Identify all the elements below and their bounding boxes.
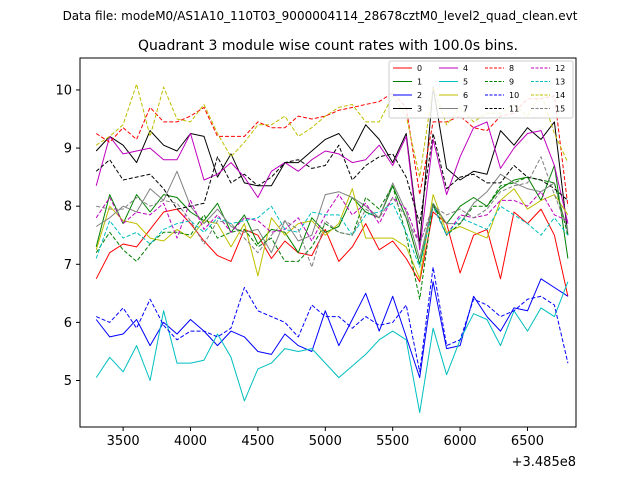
y-tick-label: 9 — [64, 142, 72, 157]
series-line-8 — [95, 92, 569, 207]
x-tick-label: 4500 — [241, 434, 274, 449]
x-tick-label: 6500 — [511, 434, 544, 449]
series-line-12 — [95, 191, 569, 245]
legend-label-8: 8 — [509, 64, 514, 73]
y-tick-label: 6 — [64, 316, 72, 331]
plot-frame — [79, 57, 577, 428]
legend-label-13: 13 — [555, 78, 565, 87]
y-axis: 5 6 7 8 9 10 — [55, 83, 80, 389]
series-layer — [95, 83, 569, 413]
legend-label-12: 12 — [555, 64, 565, 73]
chart-title: Quadrant 3 module wise count rates with … — [138, 38, 518, 54]
x-axis: 3500 4000 4500 5000 5500 6000 6500 — [107, 427, 544, 449]
legend-label-3: 3 — [417, 105, 422, 114]
legend-label-10: 10 — [509, 91, 519, 100]
series-line-5 — [95, 281, 569, 413]
x-tick-label: 5000 — [309, 434, 342, 449]
x-tick-label: 6000 — [444, 434, 477, 449]
legend-label-9: 9 — [509, 78, 514, 87]
series-line-3 — [95, 86, 569, 245]
series-line-0 — [95, 208, 569, 297]
x-tick-label: 3500 — [107, 434, 140, 449]
legend-label-5: 5 — [463, 78, 468, 87]
series-line-15 — [96, 156, 569, 268]
legend-label-11: 11 — [509, 105, 519, 114]
y-tick-label: 8 — [64, 200, 72, 215]
x-tick-label: 5500 — [376, 434, 409, 449]
legend-label-0: 0 — [417, 64, 422, 73]
x-offset-label: +3.485e8 — [512, 455, 576, 470]
legend-label-2: 2 — [417, 91, 422, 100]
legend-label-4: 4 — [463, 64, 468, 73]
legend-label-1: 1 — [417, 78, 422, 87]
series-line-13 — [95, 202, 569, 268]
data-file-label: Data file: modeM0/AS1A10_110T03_90000041… — [63, 9, 578, 23]
series-line-10 — [96, 266, 569, 373]
series-line-2 — [95, 278, 569, 379]
legend-label-6: 6 — [463, 91, 468, 100]
legend-box — [388, 60, 574, 119]
y-tick-label: 7 — [64, 258, 72, 273]
legend-label-15: 15 — [555, 105, 565, 114]
series-line-11 — [95, 133, 569, 225]
y-tick-label: 10 — [55, 83, 72, 98]
y-tick-label: 5 — [64, 374, 72, 389]
series-line-7 — [95, 170, 569, 259]
series-line-4 — [95, 121, 569, 251]
legend-label-14: 14 — [555, 91, 565, 100]
x-tick-label: 4000 — [174, 434, 207, 449]
legend-label-7: 7 — [463, 105, 468, 114]
